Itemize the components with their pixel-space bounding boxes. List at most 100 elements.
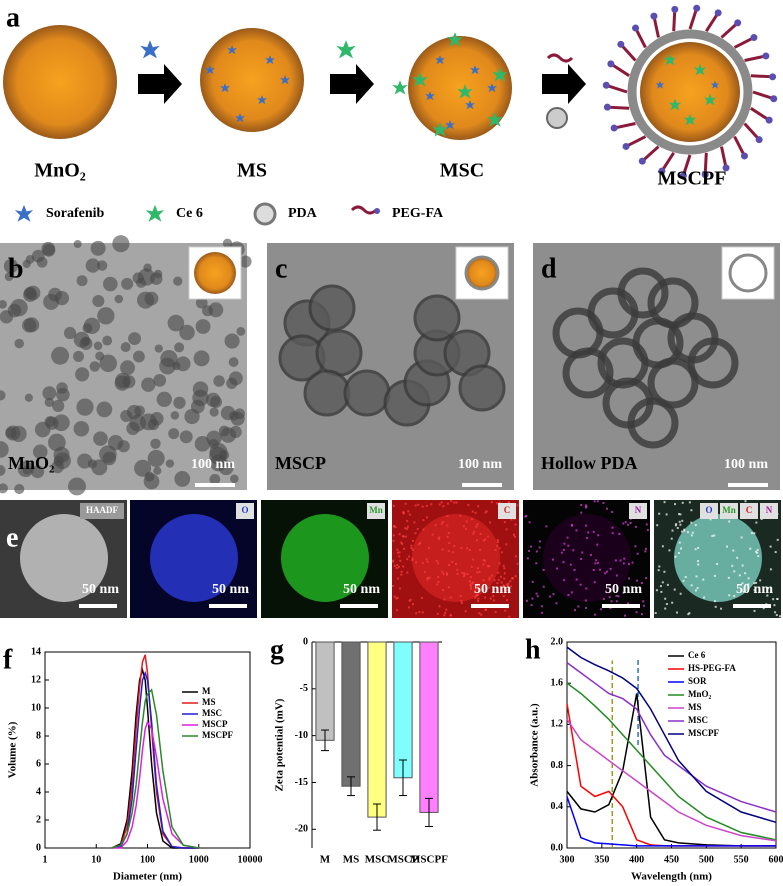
map-dot <box>411 559 414 562</box>
y-axis-label: Absorbance (a.u.) <box>529 703 541 787</box>
map-dot <box>753 532 756 535</box>
map-dot <box>776 597 779 600</box>
particle <box>173 396 186 409</box>
map-dot <box>657 569 660 572</box>
map-dot <box>483 559 486 562</box>
map-dot <box>645 523 648 526</box>
series-line <box>111 667 199 849</box>
scale-bar <box>728 483 768 487</box>
y-tick-label: 0 <box>36 842 41 853</box>
map-dot <box>474 596 477 599</box>
scale-label: 50 nm <box>82 582 119 597</box>
map-dot <box>497 540 500 543</box>
map-dot <box>410 547 413 550</box>
map-dot <box>488 576 491 579</box>
map-dot <box>417 543 420 546</box>
particle <box>209 407 219 417</box>
map-dot <box>514 575 517 578</box>
map-dot <box>508 615 511 618</box>
error-bar <box>347 776 355 797</box>
map-dot <box>409 598 412 601</box>
map-dot <box>744 500 747 503</box>
map-dot <box>645 577 648 580</box>
series-line <box>566 693 776 847</box>
map-dot <box>580 503 583 506</box>
fa-end <box>714 9 722 17</box>
map-dot <box>597 534 600 537</box>
channel-label: Mn <box>369 505 383 515</box>
map-dot <box>581 551 584 554</box>
map-dot <box>681 519 684 522</box>
particle <box>0 441 9 458</box>
particle <box>179 324 195 341</box>
fa-end <box>602 81 610 89</box>
map-dot <box>514 535 517 538</box>
map-dot <box>414 504 417 507</box>
y-tick-label: -10 <box>295 730 308 741</box>
map-dot <box>404 535 407 538</box>
map-dot <box>679 513 682 516</box>
scale-bar <box>602 604 640 608</box>
map-dot <box>489 521 492 524</box>
map-dot <box>769 545 772 548</box>
map-dot <box>507 501 510 504</box>
peg-chain <box>634 27 647 49</box>
particle <box>73 420 90 437</box>
map-dot <box>496 502 499 505</box>
map-dot <box>444 611 447 614</box>
peg-chain <box>703 152 708 175</box>
particle <box>147 449 165 468</box>
particle <box>96 401 113 418</box>
map-dot <box>535 562 538 565</box>
map-dot <box>425 504 428 507</box>
map-dot <box>665 513 668 516</box>
x-tick-label: 400 <box>629 854 644 865</box>
map-dot <box>406 571 409 574</box>
particle <box>315 329 363 377</box>
legend-label: Ce 6 <box>176 206 203 221</box>
map-dot <box>411 548 414 551</box>
map-dot <box>673 588 676 591</box>
map-dot <box>395 566 398 569</box>
map-dot <box>686 531 689 534</box>
map-dot <box>437 562 440 565</box>
fa-end <box>693 4 701 12</box>
panel-label: e <box>6 522 18 553</box>
particle <box>192 389 209 407</box>
particle <box>93 431 108 446</box>
map-dot <box>440 522 443 525</box>
map-dot <box>438 536 441 539</box>
pda-icon <box>253 202 277 226</box>
fa-end <box>638 157 646 165</box>
map-dot <box>415 612 418 615</box>
scale-label: 50 nm <box>474 582 511 597</box>
x-tick-label: MSC <box>365 854 390 866</box>
map-dot <box>753 609 756 612</box>
map-dot <box>574 609 577 612</box>
map-dot <box>434 523 437 526</box>
map-dot <box>426 560 429 563</box>
map-dot <box>661 545 664 548</box>
particle <box>0 483 8 494</box>
map-dot <box>448 542 451 545</box>
map-dot <box>484 538 487 541</box>
map-dot <box>476 571 479 574</box>
map-dot <box>656 524 659 527</box>
panel-label: g <box>270 634 284 665</box>
map-dot <box>498 562 501 565</box>
map-dot <box>615 594 618 597</box>
map-dot <box>642 604 645 607</box>
map-dot <box>759 579 762 582</box>
map-dot <box>431 533 434 536</box>
map-dot <box>488 578 491 581</box>
map-dot <box>728 520 731 523</box>
particle <box>343 369 391 417</box>
map-dot <box>480 613 483 616</box>
map-dot <box>696 587 699 590</box>
particle <box>68 477 86 496</box>
particle <box>617 267 669 319</box>
map-dot <box>419 542 422 545</box>
map-dot <box>484 596 487 599</box>
scale-label: 50 nm <box>736 582 773 597</box>
map-dot <box>622 562 625 565</box>
